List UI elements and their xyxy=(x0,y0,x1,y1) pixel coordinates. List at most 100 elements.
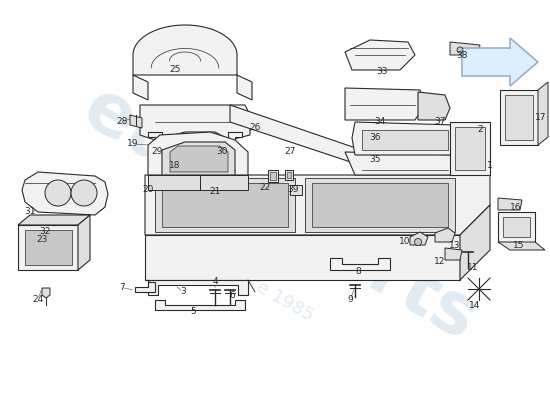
Polygon shape xyxy=(268,170,278,182)
Polygon shape xyxy=(155,300,245,310)
Polygon shape xyxy=(362,130,448,150)
Polygon shape xyxy=(42,288,50,298)
Polygon shape xyxy=(133,25,237,75)
Circle shape xyxy=(45,180,71,206)
Text: 16: 16 xyxy=(510,202,522,212)
Polygon shape xyxy=(140,105,250,140)
Text: 20: 20 xyxy=(142,186,153,194)
Polygon shape xyxy=(170,146,228,172)
Polygon shape xyxy=(148,280,248,295)
Text: 37: 37 xyxy=(434,118,446,126)
Text: 35: 35 xyxy=(369,156,381,164)
Polygon shape xyxy=(450,122,490,175)
Polygon shape xyxy=(270,172,276,180)
Polygon shape xyxy=(237,75,252,100)
Polygon shape xyxy=(455,127,485,170)
Text: 28: 28 xyxy=(116,118,128,126)
Text: 12: 12 xyxy=(434,258,446,266)
Polygon shape xyxy=(18,215,90,225)
Polygon shape xyxy=(230,105,420,185)
Polygon shape xyxy=(287,172,291,178)
Text: 33: 33 xyxy=(376,68,388,76)
Polygon shape xyxy=(152,145,165,162)
Text: 19: 19 xyxy=(127,140,139,148)
Text: 10: 10 xyxy=(399,238,411,246)
Polygon shape xyxy=(498,242,545,250)
Polygon shape xyxy=(145,235,460,280)
Text: 3: 3 xyxy=(180,288,186,296)
Text: a passion since 1985: a passion since 1985 xyxy=(144,215,317,325)
Polygon shape xyxy=(130,115,142,128)
Polygon shape xyxy=(162,183,288,227)
Text: 27: 27 xyxy=(284,148,296,156)
Polygon shape xyxy=(305,178,455,232)
Text: 6: 6 xyxy=(229,292,235,300)
Polygon shape xyxy=(462,38,538,86)
Polygon shape xyxy=(352,122,458,155)
Text: 30: 30 xyxy=(216,148,228,156)
Text: 13: 13 xyxy=(449,240,461,250)
Polygon shape xyxy=(460,205,490,280)
Text: 21: 21 xyxy=(210,188,221,196)
Text: 26: 26 xyxy=(249,124,261,132)
Text: 7: 7 xyxy=(119,284,125,292)
Text: 5: 5 xyxy=(190,308,196,316)
Text: 15: 15 xyxy=(513,240,525,250)
Polygon shape xyxy=(312,183,448,227)
Text: 24: 24 xyxy=(32,296,43,304)
Polygon shape xyxy=(48,230,58,240)
Text: 23: 23 xyxy=(36,236,48,244)
Text: 29: 29 xyxy=(151,148,163,156)
Polygon shape xyxy=(505,95,533,140)
Text: 39: 39 xyxy=(287,186,299,194)
Text: 32: 32 xyxy=(39,228,51,236)
Polygon shape xyxy=(148,132,248,175)
Text: 17: 17 xyxy=(535,114,547,122)
Text: 22: 22 xyxy=(260,182,271,192)
Polygon shape xyxy=(162,142,235,175)
Polygon shape xyxy=(155,178,295,232)
Text: 2: 2 xyxy=(477,126,483,134)
Polygon shape xyxy=(345,40,415,70)
Polygon shape xyxy=(135,282,155,292)
Polygon shape xyxy=(538,82,548,145)
Polygon shape xyxy=(25,230,72,265)
Polygon shape xyxy=(445,248,462,260)
Polygon shape xyxy=(498,212,535,242)
Text: 18: 18 xyxy=(169,160,181,170)
Circle shape xyxy=(71,180,97,206)
Text: eurosports: eurosports xyxy=(71,74,489,356)
Circle shape xyxy=(457,47,463,53)
Text: 1: 1 xyxy=(487,160,493,170)
Polygon shape xyxy=(418,92,450,120)
Polygon shape xyxy=(345,88,425,120)
Polygon shape xyxy=(345,152,455,175)
Text: 36: 36 xyxy=(369,134,381,142)
Text: 8: 8 xyxy=(355,268,361,276)
Polygon shape xyxy=(500,90,538,145)
Polygon shape xyxy=(285,170,293,180)
Polygon shape xyxy=(18,225,78,270)
Polygon shape xyxy=(435,228,455,242)
Text: 38: 38 xyxy=(456,50,468,60)
Polygon shape xyxy=(22,172,108,215)
Polygon shape xyxy=(148,132,162,145)
Text: 9: 9 xyxy=(347,296,353,304)
Text: 11: 11 xyxy=(468,264,478,272)
Polygon shape xyxy=(330,258,390,270)
Text: 25: 25 xyxy=(169,66,181,74)
Polygon shape xyxy=(450,42,480,55)
Circle shape xyxy=(415,238,421,246)
Polygon shape xyxy=(218,145,232,162)
Text: 4: 4 xyxy=(212,278,218,286)
Polygon shape xyxy=(498,198,522,210)
Polygon shape xyxy=(200,175,248,190)
Polygon shape xyxy=(145,175,490,235)
Polygon shape xyxy=(290,185,302,195)
Polygon shape xyxy=(78,215,90,270)
Polygon shape xyxy=(228,132,242,145)
Text: 34: 34 xyxy=(375,118,386,126)
Polygon shape xyxy=(410,232,428,245)
Polygon shape xyxy=(503,217,530,237)
Text: 14: 14 xyxy=(469,300,481,310)
